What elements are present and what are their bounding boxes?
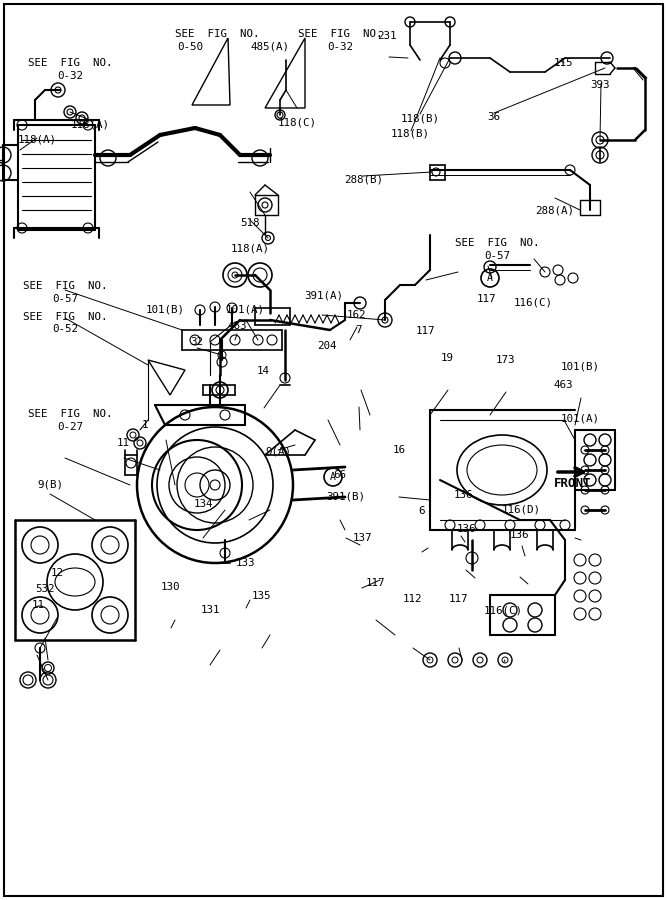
Text: 118(A): 118(A) [71,119,109,130]
Text: 101(A): 101(A) [226,304,265,315]
Text: 116(C): 116(C) [514,297,553,308]
Text: 162: 162 [347,310,367,320]
Text: 231: 231 [377,31,397,41]
Text: 11: 11 [117,437,130,448]
Text: 136: 136 [457,524,477,535]
Text: SEE  FIG  NO.: SEE FIG NO. [175,29,259,40]
Text: 115: 115 [554,58,574,68]
Text: 136: 136 [509,529,529,540]
Text: 393: 393 [590,79,610,90]
Text: 117: 117 [416,326,436,337]
Text: 117: 117 [366,578,386,589]
Text: 463: 463 [554,380,574,391]
Text: 117: 117 [449,594,469,605]
Text: 14: 14 [257,365,270,376]
Text: 36: 36 [487,112,500,122]
Text: 101(B): 101(B) [146,304,185,315]
Text: 19: 19 [440,353,454,364]
Text: 135: 135 [251,590,271,601]
Text: 6: 6 [418,506,425,517]
Text: 131: 131 [200,605,220,616]
Text: 116(C): 116(C) [484,605,523,616]
Text: 130: 130 [161,581,181,592]
Text: 204: 204 [317,340,337,351]
Text: 0-32: 0-32 [327,41,353,52]
Text: 101(A): 101(A) [561,413,600,424]
Text: 136: 136 [454,490,474,500]
Text: 288(B): 288(B) [344,175,383,185]
Text: SEE  FIG  NO.: SEE FIG NO. [28,58,112,68]
Text: 137: 137 [352,533,372,544]
Text: A: A [330,472,336,482]
Text: 118(B): 118(B) [401,113,440,124]
Text: 11: 11 [31,599,45,610]
Text: 133: 133 [235,558,255,569]
Text: 9(B): 9(B) [37,479,63,490]
Text: 32: 32 [190,337,203,347]
Text: 118(A): 118(A) [231,243,269,254]
Text: 0-50: 0-50 [177,41,203,52]
Text: 12: 12 [50,568,63,579]
Text: 66: 66 [334,470,347,481]
Text: SEE  FIG  NO.: SEE FIG NO. [23,281,107,292]
Text: 173: 173 [496,355,516,365]
Text: 7: 7 [356,325,362,336]
Text: 112: 112 [402,594,422,605]
Text: 0-57: 0-57 [53,293,78,304]
Text: 0-32: 0-32 [57,70,83,81]
Text: A: A [487,273,493,283]
Text: 0-27: 0-27 [57,421,83,432]
Text: 117: 117 [477,293,497,304]
Text: 16: 16 [392,445,406,455]
Text: 116(D): 116(D) [502,504,541,515]
Text: 485(A): 485(A) [251,41,289,52]
Text: FRONT: FRONT [554,477,591,490]
Text: SEE  FIG  NO.: SEE FIG NO. [23,311,107,322]
Text: SEE  FIG  NO.: SEE FIG NO. [298,29,382,40]
Text: 9(A): 9(A) [266,446,291,457]
Text: 118(A): 118(A) [17,134,56,145]
Text: 288(A): 288(A) [536,205,574,216]
Text: 101(B): 101(B) [561,361,600,372]
Text: 118(C): 118(C) [277,117,316,128]
Text: 118(B): 118(B) [391,128,430,139]
Text: 0-57: 0-57 [484,250,510,261]
Text: SEE  FIG  NO.: SEE FIG NO. [455,238,539,248]
Text: 1: 1 [142,419,149,430]
Text: 391(B): 391(B) [326,491,365,502]
Text: 134: 134 [193,499,213,509]
Text: 391(A): 391(A) [304,290,343,301]
Text: 532: 532 [35,583,55,594]
Text: 518: 518 [240,218,260,229]
Text: SEE  FIG  NO.: SEE FIG NO. [28,409,112,419]
Text: 0-52: 0-52 [53,324,78,335]
Text: 463: 463 [227,320,247,331]
